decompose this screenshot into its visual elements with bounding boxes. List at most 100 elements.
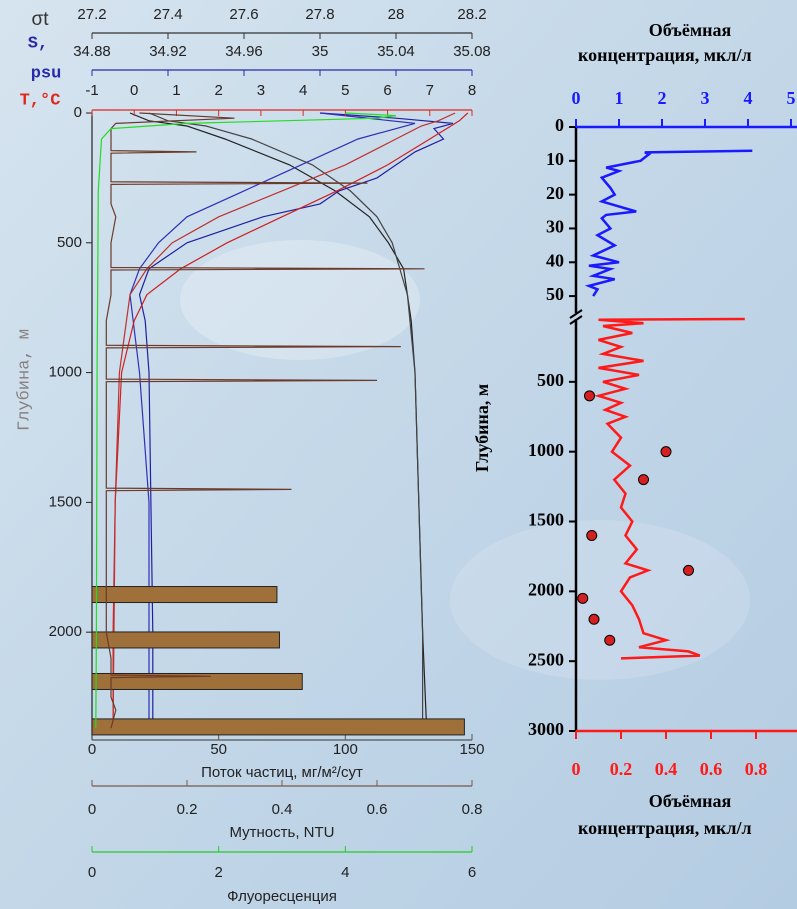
x-tick-label: 27.8 — [305, 6, 334, 23]
y-tick-label: 1500 — [49, 493, 82, 510]
x-tick-label: 35.04 — [377, 43, 415, 60]
x-tick-label: 27.4 — [153, 6, 182, 23]
x-tick-label: 0.6 — [700, 759, 723, 779]
x-tick-label: 27.6 — [229, 6, 258, 23]
x-tick-label: 7 — [426, 82, 434, 99]
x-tick-label: 8 — [468, 82, 476, 99]
sample-point — [604, 634, 616, 646]
x-tick-label: 2 — [214, 864, 222, 881]
x-tick-label: 0 — [88, 864, 96, 881]
sample-point — [584, 390, 595, 402]
y-tick-label: 2000 — [528, 579, 564, 599]
x-tick-label: 0.6 — [367, 801, 388, 818]
y-tick-label: 0 — [555, 115, 564, 135]
y-tick-label: 1000 — [49, 364, 82, 381]
y-tick-label: 1000 — [528, 440, 564, 460]
x-tick-label: -1 — [85, 82, 98, 99]
x-tick-label: 1 — [172, 82, 180, 99]
y-tick-label: 2500 — [528, 649, 564, 669]
x-tick-label: 4 — [744, 88, 753, 108]
x-tick-label: 6 — [468, 864, 476, 881]
axis-label: psu — [31, 64, 62, 83]
axis-label: Флуоресценция — [227, 888, 337, 905]
x-tick-label: 4 — [299, 82, 307, 99]
y-tick-label: 500 — [537, 370, 564, 390]
x-tick-label: 2 — [658, 88, 667, 108]
profile-line — [95, 112, 397, 729]
x-tick-label: 6 — [383, 82, 391, 99]
y-axis-label: Глубина, м — [472, 384, 492, 472]
y-axis-label: Глубина, м — [15, 329, 34, 431]
sample-point — [660, 446, 672, 458]
x-tick-label: 50 — [210, 741, 227, 758]
x-axis-label: Объёмная — [649, 20, 732, 40]
x-tick-label: 0 — [88, 801, 96, 818]
x-tick-label: 34.88 — [73, 43, 111, 60]
sample-point — [588, 613, 600, 625]
y-tick-label: 0 — [74, 104, 82, 121]
axis-label: Мутность, NTU — [229, 824, 334, 841]
x-axis-label: концентрация, мкл/л — [578, 45, 752, 65]
x-tick-label: 2 — [214, 82, 222, 99]
x-tick-label: 0 — [88, 741, 96, 758]
axis-label: S, — [28, 34, 48, 53]
x-tick-label: 28.2 — [457, 6, 486, 23]
x-tick-label: 35 — [312, 43, 329, 60]
x-tick-label: 100 — [333, 741, 358, 758]
x-tick-label: 34.92 — [149, 43, 187, 60]
y-tick-label: 20 — [546, 183, 564, 203]
background-glare — [450, 520, 750, 680]
x-axis-label: Объёмная — [649, 791, 732, 811]
x-tick-label: 0.2 — [177, 801, 198, 818]
profile-line — [129, 112, 416, 723]
sample-point — [586, 529, 598, 541]
break-mark — [569, 309, 583, 319]
sample-point — [577, 592, 589, 604]
x-tick-label: 3 — [257, 82, 265, 99]
x-tick-label: 1 — [615, 88, 624, 108]
x-tick-label: 3 — [701, 88, 710, 108]
profile-line — [138, 112, 454, 723]
x-tick-label: 5 — [341, 82, 349, 99]
break-mark — [569, 315, 583, 325]
x-tick-label: 0.2 — [610, 759, 633, 779]
x-tick-label: 4 — [341, 864, 349, 881]
axis-break — [569, 309, 583, 325]
profile-line — [148, 112, 424, 723]
axis-label: σt — [31, 9, 49, 30]
flux-bar — [91, 586, 278, 604]
y-tick-label: 30 — [546, 217, 564, 237]
x-tick-label: 0 — [572, 759, 581, 779]
x-tick-label: 34.96 — [225, 43, 263, 60]
y-tick-label: 2000 — [49, 623, 82, 640]
y-tick-label: 50 — [546, 284, 564, 304]
x-tick-label: 35.08 — [453, 43, 491, 60]
y-tick-label: 1500 — [528, 510, 564, 530]
y-tick-label: 3000 — [528, 719, 564, 739]
background-glare — [180, 240, 420, 360]
x-tick-label: 5 — [787, 88, 796, 108]
y-tick-label: 500 — [57, 234, 82, 251]
x-tick-label: 0 — [572, 88, 581, 108]
sample-point — [683, 564, 694, 576]
x-tick-label: 0.8 — [745, 759, 768, 779]
profile-line — [105, 112, 425, 729]
x-tick-label: 0.4 — [655, 759, 678, 779]
axis-label: Поток частиц, мг/м²/сут — [201, 764, 363, 781]
x-tick-label: 0.4 — [272, 801, 293, 818]
y-tick-label: 40 — [546, 250, 564, 270]
axis-label: T,°C — [20, 91, 61, 110]
x-tick-label: 28 — [388, 6, 405, 23]
x-tick-label: 150 — [459, 741, 484, 758]
profile-line — [112, 112, 469, 723]
profile-line — [112, 112, 456, 724]
concentration-line — [593, 317, 745, 660]
flux-bar — [91, 631, 280, 649]
x-tick-label: 0.8 — [462, 801, 483, 818]
sample-point — [638, 474, 649, 486]
x-axis-label: концентрация, мкл/л — [578, 818, 752, 838]
